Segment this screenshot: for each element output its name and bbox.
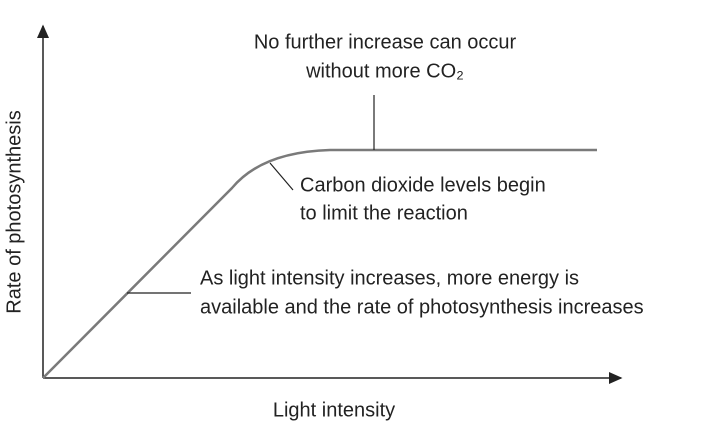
annotation: without more CO₂ <box>305 60 464 82</box>
annotation: Carbon dioxide levels begin <box>300 174 546 196</box>
x-axis-label: Light intensity <box>273 399 395 421</box>
curve <box>42 148 597 379</box>
y-axis-label: Rate of photosynthesis <box>3 110 25 313</box>
annotation: No further increase can occur <box>254 31 517 53</box>
annotation: As light intensity increases, more energ… <box>200 267 579 289</box>
leader-line <box>269 162 294 191</box>
annotation: to limit the reaction <box>300 202 468 224</box>
annotation: available and the rate of photosynthesis… <box>200 296 644 318</box>
